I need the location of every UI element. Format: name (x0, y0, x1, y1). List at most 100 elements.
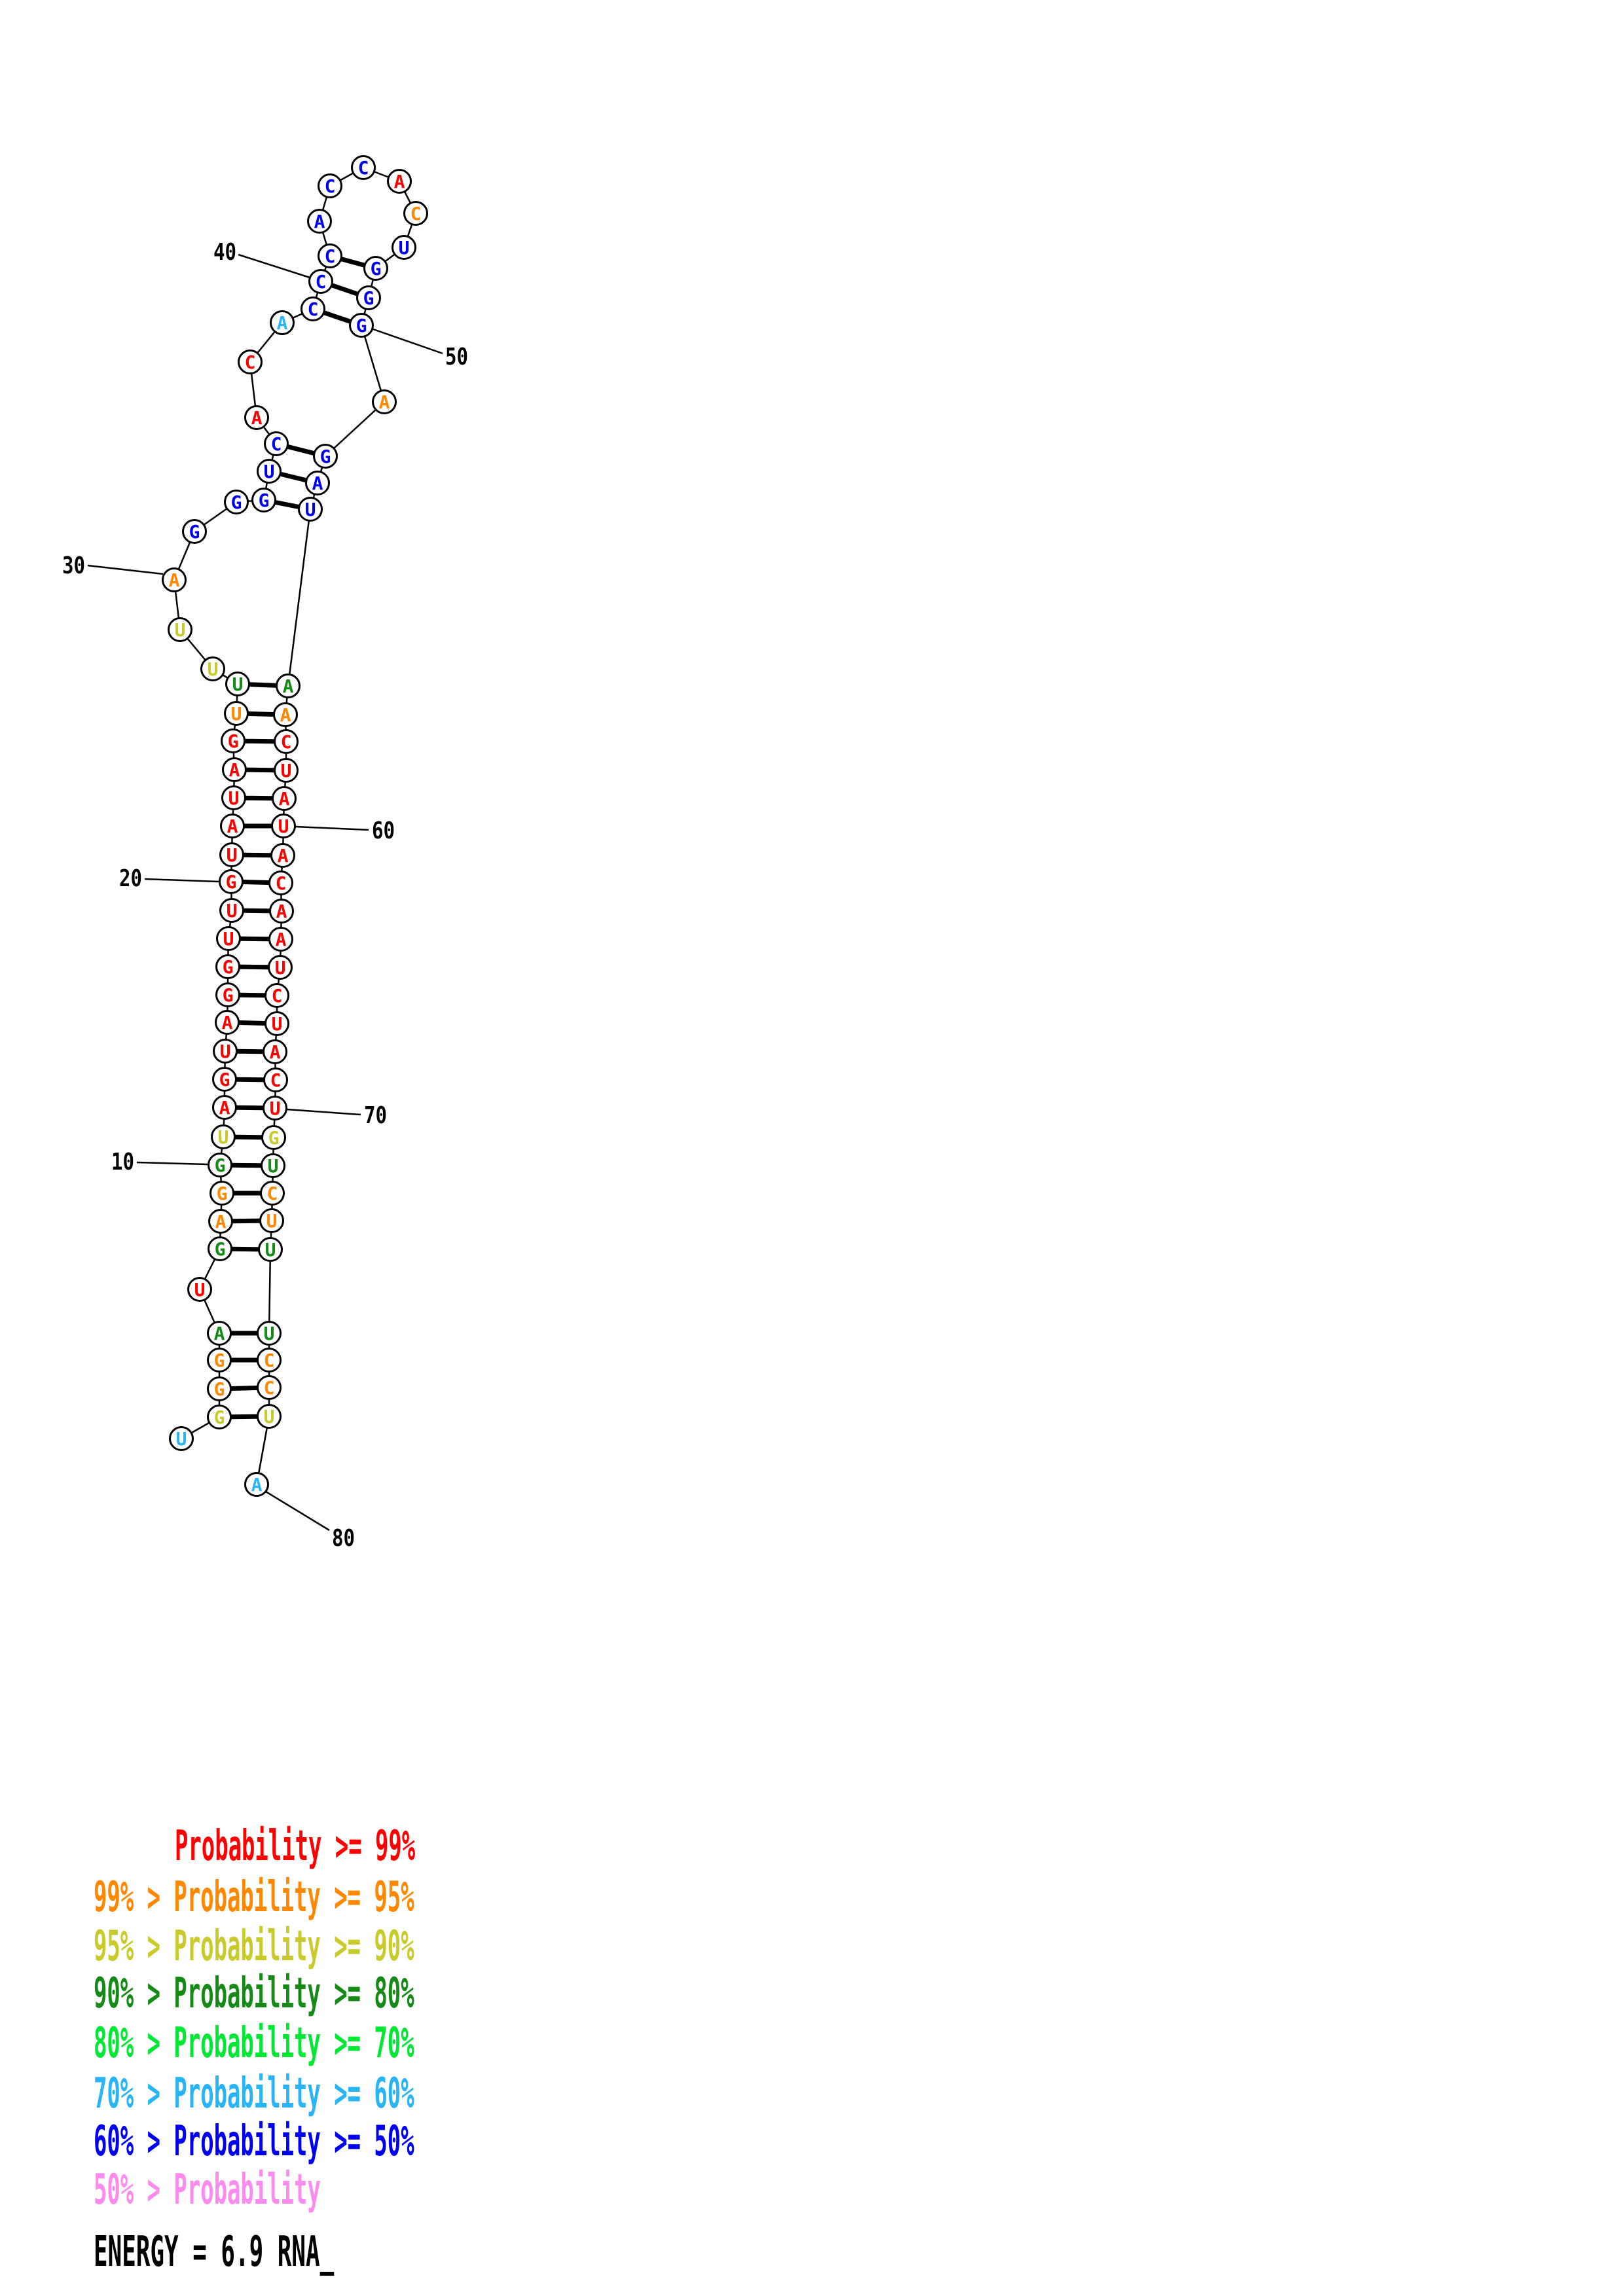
nucleotide-base: U (399, 237, 410, 259)
nucleotide-circle (272, 786, 297, 811)
nucleotide-circle (213, 1039, 238, 1064)
nucleotide-base: A (270, 1041, 281, 1063)
position-leader-line (295, 825, 369, 831)
nucleotide-base: G (371, 258, 382, 279)
nucleotide-circle (274, 758, 299, 783)
nucleotide-base: G (217, 1183, 228, 1204)
position-label: 40 (213, 239, 236, 266)
nucleotide-circle (219, 842, 244, 867)
nucleotide-circle (207, 1405, 232, 1429)
nucleotide-base: A (279, 788, 290, 810)
nucleotide-base: G (214, 1378, 225, 1400)
nucleotide-circle (257, 1375, 282, 1400)
nucleotide-circle (271, 814, 296, 838)
nucleotide-base: C (245, 351, 256, 373)
nucleotide-circle (305, 471, 330, 495)
nucleotide-circle (260, 1181, 285, 1206)
nucleotide-circle (220, 814, 245, 838)
nucleotide-circle (268, 927, 293, 952)
nucleotide-circle (208, 1153, 232, 1177)
nucleotide-base: U (227, 900, 238, 922)
nucleotide-base: G (356, 315, 367, 336)
nucleotide-base: U (194, 1279, 206, 1300)
nucleotide-circle (219, 898, 244, 923)
position-leader-line (144, 878, 219, 883)
nucleotide-base: A (251, 1474, 263, 1496)
position-leader-line (373, 328, 443, 355)
legend-row: 80% > Probability >= 70% (94, 2019, 414, 2068)
nucleotide-circle (313, 444, 338, 469)
nucleotide-circle (225, 672, 250, 696)
nucleotide-circle (268, 955, 293, 980)
nucleotide-circle (387, 169, 412, 194)
legend-row: 95% > Probability >= 90% (94, 1922, 414, 1971)
nucleotide-base: A (276, 929, 287, 950)
nucleotide-base: U (264, 1406, 275, 1427)
nucleotide-circle (258, 1237, 283, 1262)
nucleotide-circle (308, 269, 333, 294)
nucleotide-base: A (314, 211, 325, 232)
nucleotide-base: A (222, 1012, 233, 1033)
nucleotide-base: U (176, 1428, 187, 1450)
energy-text: ENERGY = 6.9 RNA_ (94, 2228, 334, 2276)
nucleotide-base: U (232, 673, 244, 695)
nucleotide-circle (298, 497, 323, 522)
nucleotide-base: U (266, 1210, 278, 1232)
nucleotide-base: U (228, 787, 240, 809)
backbone-segment (268, 1249, 272, 1334)
nucleotide-base: U (223, 928, 234, 950)
nucleotide-base: U (272, 1013, 283, 1035)
nucleotide-circle (264, 431, 289, 456)
nucleotide-base: A (283, 675, 294, 697)
legend-row: 60% > Probability >= 50% (94, 2117, 414, 2166)
nucleotide-base: A (278, 845, 289, 867)
nucleotide-circle (349, 313, 374, 338)
nucleotide-base: U (275, 957, 286, 978)
legend-row: 70% > Probability >= 60% (94, 2070, 414, 2118)
position-label: 30 (62, 552, 85, 579)
nucleotide-base: U (220, 1041, 231, 1062)
nucleotide-circle (207, 1376, 232, 1401)
nucleotide-base: A (379, 391, 390, 413)
position-leader-line (87, 564, 164, 575)
nucleotide-circle (224, 701, 249, 726)
nucleotide-base: A (276, 901, 287, 922)
nucleotide-base: A (312, 473, 323, 494)
nucleotide-base: C (308, 298, 319, 320)
nucleotide-base: A (169, 569, 180, 591)
nucleotide-base: C (325, 175, 336, 197)
nucleotide-circle (207, 1321, 232, 1346)
nucleotide-circle (356, 285, 381, 310)
nucleotide-circle (207, 1348, 232, 1372)
nucleotide-base: A (214, 1323, 225, 1344)
nucleotide-circle (182, 519, 207, 544)
nucleotide-circle (273, 702, 298, 727)
legend-row: Probability >= 99% (175, 1822, 415, 1871)
nucleotide-base: U (218, 1126, 229, 1148)
nucleotide-circle (244, 405, 269, 430)
nucleotide-circle (363, 256, 388, 281)
nucleotide-circle (264, 983, 289, 1008)
backbone-segment (287, 509, 312, 687)
nucleotide-circle (274, 729, 299, 754)
position-label: 10 (111, 1149, 134, 1175)
position-leader-line (265, 1490, 330, 1532)
nucleotide-circle (211, 1124, 236, 1149)
nucleotide-circle (215, 1010, 240, 1035)
nucleotide-base: U (175, 619, 186, 641)
nucleotide-base: A (277, 312, 288, 334)
nucleotide-base: G (219, 1069, 230, 1090)
nucleotide-circle (318, 243, 342, 268)
nucleotide-base: A (394, 171, 405, 192)
nucleotide-circle (200, 656, 225, 681)
nucleotide-base: C (316, 271, 327, 293)
nucleotide-base: C (271, 433, 282, 455)
nucleotide-base: G (226, 871, 237, 893)
nucleotide-circle (264, 1011, 289, 1036)
nucleotide-base: U (265, 1239, 276, 1261)
nucleotide-base: C (272, 985, 283, 1007)
nucleotide-circle (261, 1153, 285, 1178)
nucleotide-base: U (278, 816, 289, 837)
